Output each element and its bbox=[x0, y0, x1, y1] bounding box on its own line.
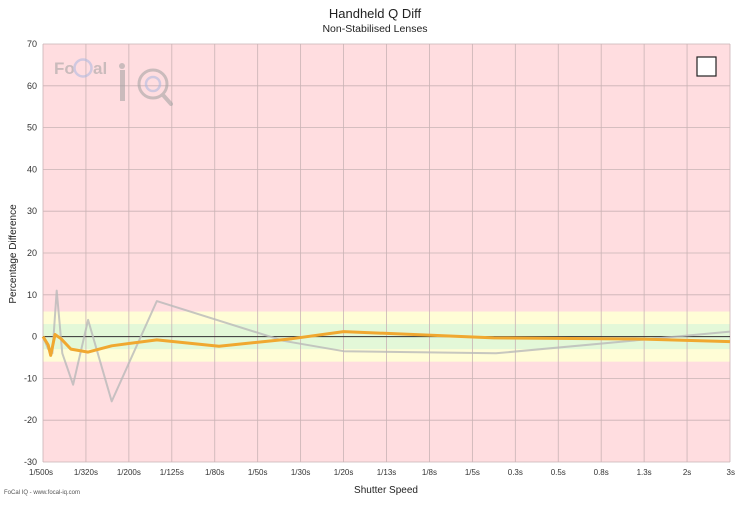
x-tick-label: 1/5s bbox=[465, 468, 480, 477]
x-tick-label: 1/50s bbox=[248, 468, 268, 477]
x-tick-label: 0.8s bbox=[594, 468, 609, 477]
x-tick-label: 1/200s bbox=[117, 468, 141, 477]
y-tick-label: -30 bbox=[24, 457, 37, 467]
chart-title: Handheld Q Diff bbox=[328, 6, 422, 21]
x-tick-label: 0.3s bbox=[508, 468, 523, 477]
magnifier-icon bbox=[137, 68, 169, 100]
legend-toggle-checkbox[interactable] bbox=[696, 56, 717, 77]
y-tick-label: 30 bbox=[27, 206, 37, 216]
y-tick-label: 20 bbox=[27, 248, 37, 258]
x-tick-label: 1/500s bbox=[29, 468, 53, 477]
y-tick-label: 10 bbox=[27, 290, 37, 300]
focal-iq-logo: Fo al bbox=[54, 58, 173, 106]
series-line-1 bbox=[41, 330, 731, 357]
chart-subtitle: Non-Stabilised Lenses bbox=[322, 23, 428, 35]
x-tick-label: 1/80s bbox=[205, 468, 225, 477]
y-tick-label: 70 bbox=[27, 39, 37, 49]
x-tick-label: 1.3s bbox=[637, 468, 652, 477]
magnifier-handle-icon bbox=[161, 93, 173, 106]
y-tick-label: -10 bbox=[24, 373, 37, 383]
aperture-icon bbox=[144, 75, 162, 93]
x-tick-label: 1/8s bbox=[422, 468, 437, 477]
y-axis-label: Percentage Difference bbox=[8, 204, 19, 304]
logo-i-stem bbox=[120, 70, 125, 101]
x-tick-label: 1/320s bbox=[74, 468, 98, 477]
logo-text-al: al bbox=[93, 59, 107, 78]
logo-ring-icon bbox=[73, 58, 93, 78]
series-lines bbox=[41, 289, 731, 403]
y-axis: -30 -20 -10 0 10 20 30 40 50 60 70 bbox=[24, 39, 37, 467]
y-tick-label: 50 bbox=[27, 123, 37, 133]
x-tick-label: 0.5s bbox=[551, 468, 566, 477]
x-tick-label: 1/125s bbox=[160, 468, 184, 477]
x-tick-label: 1/30s bbox=[291, 468, 311, 477]
logo-text-focal: Fo bbox=[54, 59, 75, 78]
y-tick-label: -20 bbox=[24, 415, 37, 425]
x-tick-label: 3s bbox=[727, 468, 735, 477]
x-axis: 1/500s 1/320s 1/200s 1/125s 1/80s 1/50s 1/30s 1… bbox=[29, 468, 735, 477]
y-tick-label: 40 bbox=[27, 164, 37, 174]
x-tick-label: 2s bbox=[683, 468, 691, 477]
footer-credit: FoCal IQ - www.focal-iq.com bbox=[4, 490, 81, 496]
x-tick-label: 1/20s bbox=[334, 468, 354, 477]
y-tick-label: 0 bbox=[32, 332, 37, 342]
x-tick-label: 1/13s bbox=[377, 468, 397, 477]
x-axis-label: Shutter Speed bbox=[354, 485, 418, 496]
logo-i-dot bbox=[119, 63, 125, 69]
y-tick-label: 60 bbox=[27, 81, 37, 91]
